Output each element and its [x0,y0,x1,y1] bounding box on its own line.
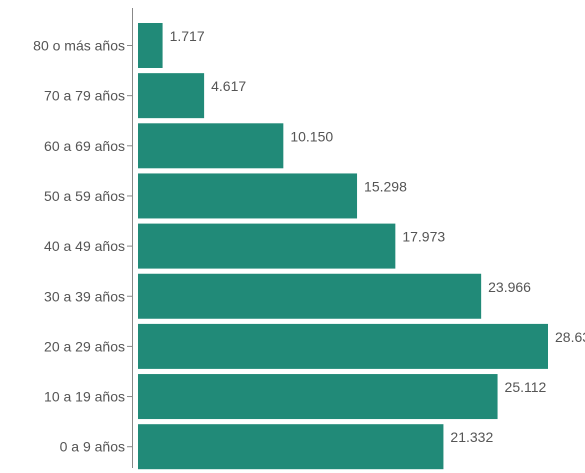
category-tick-label: 80 o más años [33,38,125,54]
bar [138,23,163,68]
category-tick-label: 40 a 49 años [44,238,125,254]
labels-group: 80 o más años 1.717 70 a 79 años 4.617 60 a … [33,28,585,455]
category-tick-label: 60 a 69 años [44,138,125,154]
bar [138,173,358,219]
category-tick-label: 0 a 9 años [60,439,125,455]
category-tick-label: 10 a 19 años [44,389,125,405]
category-tick-label: 50 a 59 años [44,188,125,204]
bars-group [138,23,548,470]
data-value-label: 1.717 [170,28,205,44]
data-value-label: 17.973 [402,229,445,245]
bar [138,73,205,119]
category-tick-label: 70 a 79 años [44,88,125,104]
data-value-label: 10.150 [290,128,333,144]
bar [138,273,482,319]
data-value-label: 23.966 [488,279,531,295]
data-value-label: 15.298 [364,178,407,194]
data-value-label: 25.112 [505,379,547,395]
category-tick-label: 30 a 39 años [44,288,125,304]
bar [138,123,284,169]
ticks-group [127,45,133,448]
bar [138,323,548,369]
category-tick-label: 20 a 29 años [44,338,125,354]
bar [138,424,444,470]
data-value-label: 4.617 [211,78,246,94]
data-value-label: 28.635 [555,329,585,345]
data-value-label: 21.332 [450,429,493,445]
bar [138,223,396,269]
bar [138,374,498,420]
